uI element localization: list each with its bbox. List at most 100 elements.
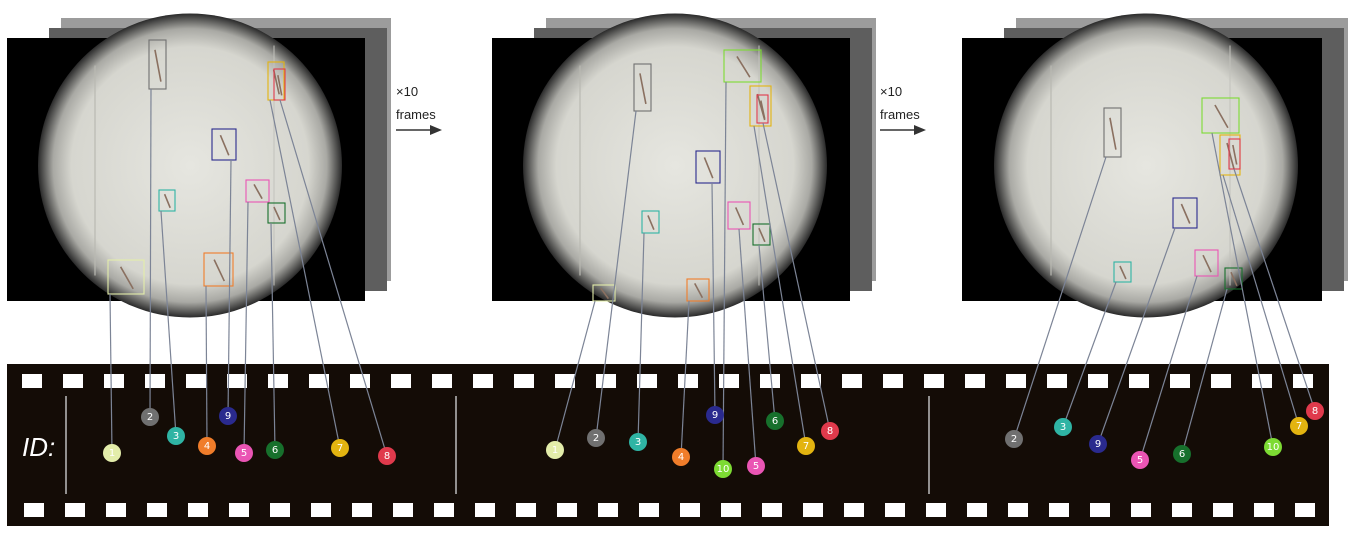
id-badge-circle bbox=[706, 406, 724, 424]
id-badge-frame-1-3: 3 bbox=[167, 427, 185, 445]
connector-frame-2-id-10 bbox=[722, 81, 727, 470]
sprocket-hole bbox=[432, 374, 452, 388]
id-badge-label: 1 bbox=[552, 445, 558, 456]
bbox-frame-2-id-7 bbox=[749, 85, 772, 127]
sprocket-hole bbox=[885, 503, 905, 517]
bbox-frame-2-id-9 bbox=[695, 150, 721, 184]
sprocket-hole bbox=[1172, 503, 1192, 517]
sprocket-hole bbox=[229, 503, 249, 517]
id-badge-label: 5 bbox=[241, 448, 247, 459]
connector-frame-2-id-5 bbox=[738, 228, 757, 467]
sprocket-hole bbox=[1129, 374, 1149, 388]
sprocket-hole bbox=[637, 374, 657, 388]
id-badge-label: 8 bbox=[384, 451, 390, 462]
bbox-frame-1-id-8 bbox=[273, 68, 286, 101]
connector-frame-1-id-1 bbox=[109, 293, 113, 454]
id-badge-label: 3 bbox=[173, 431, 179, 442]
id-badge-circle bbox=[1131, 451, 1149, 469]
connector-frame-3-id-10 bbox=[1211, 132, 1274, 448]
connector-frame-1-id-9 bbox=[227, 159, 232, 417]
sprocket-hole bbox=[721, 503, 741, 517]
frames-arrow-2: ×10 frames bbox=[880, 84, 926, 135]
frames-arrow-1: ×10 frames bbox=[396, 84, 442, 135]
id-badge-frame-3-3: 3 bbox=[1054, 418, 1072, 436]
sprocket-hole bbox=[188, 503, 208, 517]
id-badge-label: 8 bbox=[827, 426, 833, 437]
sprocket-hole bbox=[434, 503, 454, 517]
id-badge-label: 10 bbox=[1267, 442, 1280, 453]
sprocket-hole bbox=[106, 503, 126, 517]
microscope-field bbox=[523, 13, 827, 318]
sprocket-hole bbox=[1047, 374, 1067, 388]
id-badge-label: 8 bbox=[1312, 406, 1318, 417]
bbox-frame-2-id-6 bbox=[752, 223, 771, 246]
id-badge-label: 9 bbox=[225, 411, 231, 422]
connector-frame-2-id-6 bbox=[758, 244, 776, 422]
bbox-frame-1-id-9 bbox=[211, 128, 237, 161]
id-badge-circle bbox=[1089, 435, 1107, 453]
id-badge-frame-1-4: 4 bbox=[198, 437, 216, 455]
id-badge-circle bbox=[1264, 438, 1282, 456]
sprocket-hole bbox=[803, 503, 823, 517]
sprocket-hole bbox=[268, 374, 288, 388]
connector-frame-1-id-8 bbox=[279, 99, 388, 457]
bbox-frame-3-id-6 bbox=[1224, 267, 1243, 290]
id-badge-circle bbox=[198, 437, 216, 455]
organism bbox=[1180, 203, 1191, 224]
bbox-frame-2-id-8 bbox=[756, 94, 769, 124]
id-badge-frame-2-1: 1 bbox=[546, 441, 564, 459]
sprocket-hole bbox=[760, 374, 780, 388]
connector-frame-3-id-5 bbox=[1139, 275, 1198, 461]
sprocket-hole bbox=[924, 374, 944, 388]
id-badge-circle bbox=[1290, 417, 1308, 435]
organism bbox=[119, 266, 134, 290]
id-badge-circle bbox=[103, 444, 121, 462]
id-badge-label: 2 bbox=[593, 433, 599, 444]
bbox-frame-2-id-1 bbox=[592, 284, 616, 302]
id-badge-frame-2-10: 10 bbox=[714, 460, 732, 478]
connector-frame-2-id-3 bbox=[637, 232, 645, 443]
organism bbox=[213, 259, 226, 282]
sprocket-hole bbox=[514, 374, 534, 388]
id-badge-frame-2-5: 5 bbox=[747, 457, 765, 475]
id-badge-frame-1-1: 1 bbox=[103, 444, 121, 462]
id-badge-frame-3-8: 8 bbox=[1306, 402, 1324, 420]
organism bbox=[734, 207, 745, 226]
sprocket-hole bbox=[475, 503, 495, 517]
sprocket-hole bbox=[1211, 374, 1231, 388]
frame-stack-3 bbox=[962, 13, 1348, 318]
sprocket-hole bbox=[22, 374, 42, 388]
bbox-frame-2-id-3 bbox=[641, 210, 660, 234]
connector-frame-3-id-9 bbox=[1097, 227, 1176, 445]
id-badge-label: 7 bbox=[803, 441, 809, 452]
bbox-frame-3-id-3 bbox=[1113, 261, 1132, 283]
id-badge-frame-2-3: 3 bbox=[629, 433, 647, 451]
sprocket-hole bbox=[309, 374, 329, 388]
connector-frame-2-id-4 bbox=[680, 300, 690, 458]
connector-frame-3-id-3 bbox=[1062, 281, 1117, 428]
organism bbox=[647, 215, 655, 231]
id-badge-circle bbox=[714, 460, 732, 478]
connector-frame-2-id-8 bbox=[762, 122, 831, 432]
organism bbox=[736, 55, 751, 78]
id-badge-label: 6 bbox=[272, 445, 278, 456]
id-badge-frame-2-8: 8 bbox=[821, 422, 839, 440]
sprocket-hole bbox=[555, 374, 575, 388]
sprocket-hole bbox=[311, 503, 331, 517]
bbox-frame-2-id-4 bbox=[686, 278, 710, 302]
id-badge-frame-3-7: 7 bbox=[1290, 417, 1308, 435]
id-badge-circle bbox=[629, 433, 647, 451]
sprocket-hole bbox=[1213, 503, 1233, 517]
id-badge-circle bbox=[167, 427, 185, 445]
connector-frame-3-id-8 bbox=[1233, 168, 1316, 412]
organism bbox=[758, 227, 766, 243]
id-badge-frame-3-10: 10 bbox=[1264, 438, 1282, 456]
id-badge-circle bbox=[1173, 445, 1191, 463]
id-badge-frame-3-6: 6 bbox=[1173, 445, 1191, 463]
id-badge-circle bbox=[266, 441, 284, 459]
sprocket-hole bbox=[1254, 503, 1274, 517]
sprocket-hole bbox=[65, 503, 85, 517]
connector-frame-3-id-6 bbox=[1181, 288, 1228, 455]
sprocket-hole bbox=[1295, 503, 1315, 517]
microscope-field bbox=[994, 13, 1298, 318]
